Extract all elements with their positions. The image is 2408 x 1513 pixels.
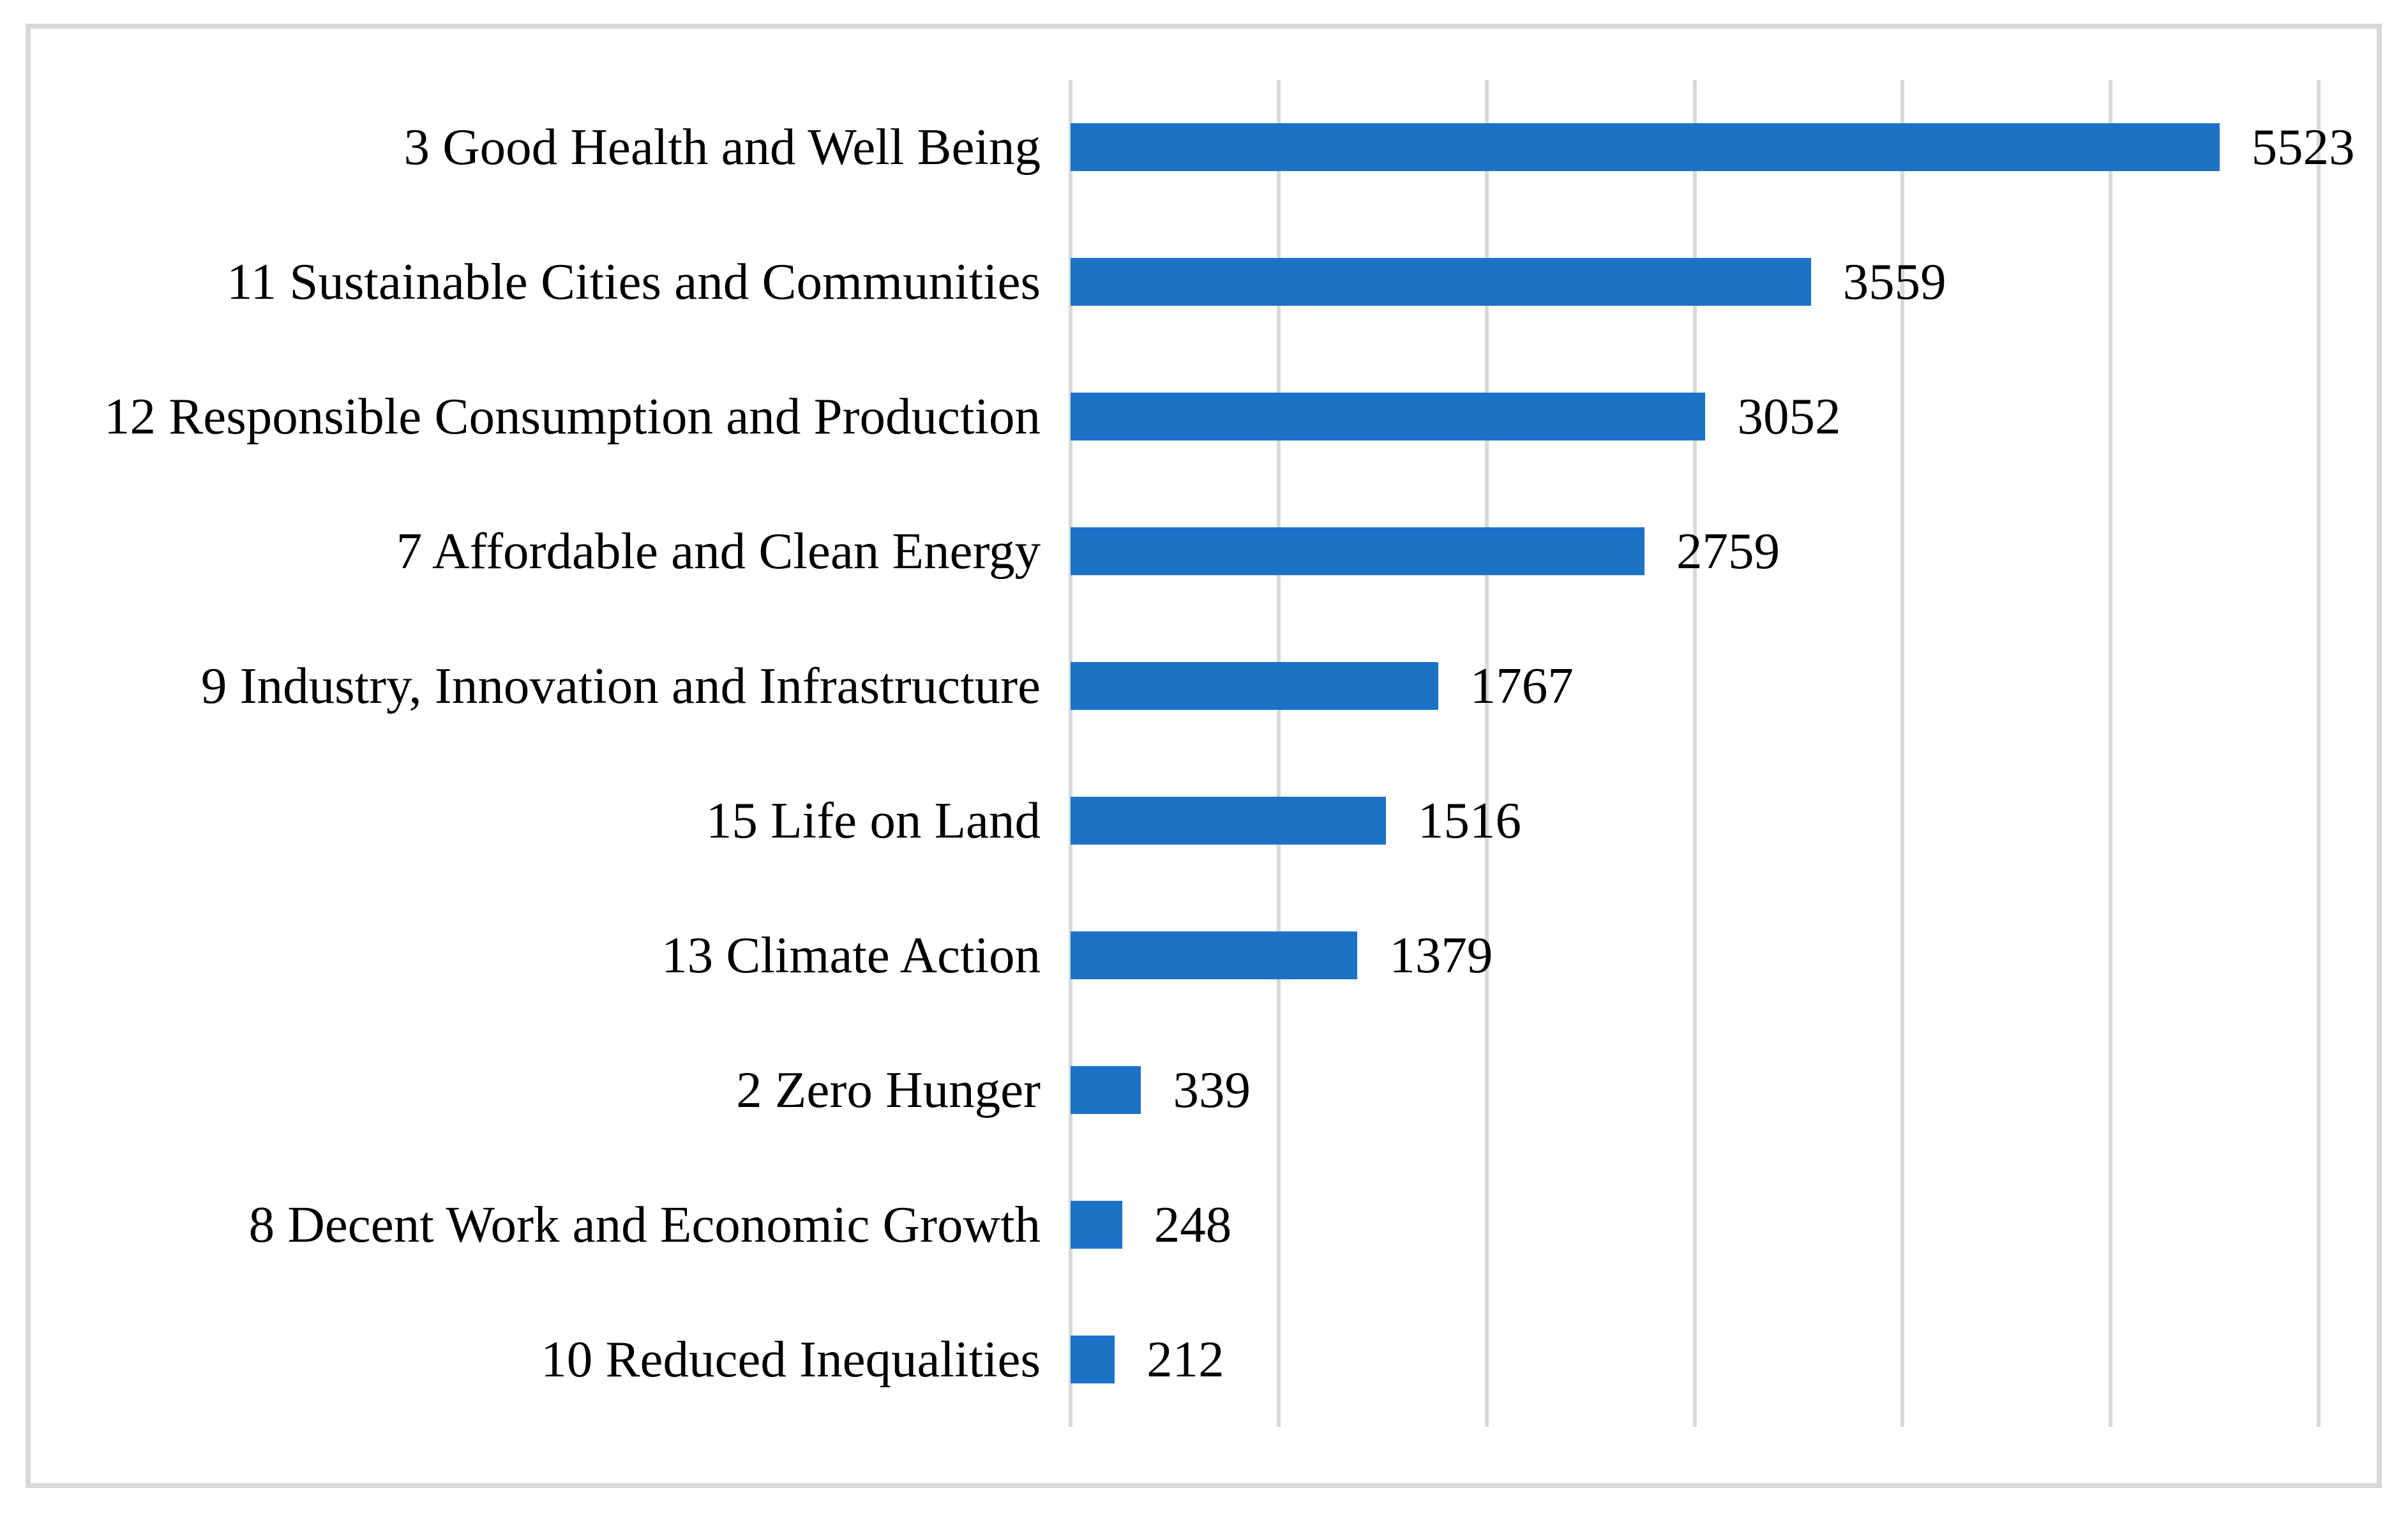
- value-bar: [1071, 662, 1438, 710]
- value-label: 1379: [1389, 926, 1493, 984]
- value-label: 2759: [1676, 522, 1780, 580]
- value-label: 3559: [1842, 253, 1946, 310]
- value-label: 5523: [2251, 118, 2355, 176]
- value-bar: [1071, 393, 1706, 440]
- category-label: 8 Decent Work and Economic Growth: [248, 1196, 1041, 1253]
- gridline: [2109, 80, 2113, 1427]
- value-bar: [1071, 797, 1386, 845]
- value-label: 339: [1173, 1061, 1251, 1118]
- bar-row: 248: [1071, 1157, 2319, 1292]
- value-bar: [1071, 1201, 1122, 1249]
- category-label: 7 Affordable and Clean Energy: [396, 522, 1041, 580]
- category-label: 11 Sustainable Cities and Communities: [227, 253, 1041, 310]
- bar-row: 3559: [1071, 215, 2319, 349]
- value-label: 1767: [1470, 657, 1574, 714]
- value-bar: [1071, 1336, 1115, 1383]
- gridline: [1276, 80, 1281, 1427]
- gridline: [1692, 80, 1697, 1427]
- bar-row: 339: [1071, 1023, 2319, 1157]
- value-bar: [1071, 258, 1811, 306]
- category-label: 2 Zero Hunger: [736, 1061, 1041, 1118]
- category-label: 13 Climate Action: [661, 926, 1041, 984]
- gridline: [1484, 80, 1489, 1427]
- bar-row: 1516: [1071, 753, 2319, 888]
- bar-row: 212: [1071, 1292, 2319, 1427]
- value-label: 1516: [1417, 792, 1521, 849]
- bar-row: 2759: [1071, 484, 2319, 619]
- category-label: 15 Life on Land: [705, 792, 1041, 849]
- value-label: 212: [1147, 1330, 1224, 1388]
- category-label: 10 Reduced Inequalities: [541, 1330, 1041, 1388]
- value-label: 248: [1154, 1196, 1232, 1253]
- value-bar: [1071, 1066, 1141, 1114]
- bar-row: 5523: [1071, 80, 2355, 215]
- category-label: 3 Good Health and Well Being: [403, 118, 1041, 176]
- value-label: 3052: [1737, 388, 1841, 445]
- gridline: [1069, 80, 1072, 1427]
- value-bar: [1071, 931, 1358, 979]
- chart-frame: 3 Good Health and Well Being 11 Sustainab…: [26, 24, 2382, 1488]
- value-bar: [1071, 123, 2220, 171]
- gridline: [1900, 80, 1905, 1427]
- category-label: 9 Industry, Innovation and Infrastructur…: [200, 657, 1041, 714]
- value-bar: [1071, 527, 1644, 575]
- bar-row: 1767: [1071, 619, 2319, 753]
- category-axis-labels: 3 Good Health and Well Being 11 Sustainab…: [36, 80, 1041, 1427]
- plot-area: 5523 3559 3052 2759 1767 1516 1379 339 248 212: [1069, 80, 2355, 1427]
- category-label: 12 Responsible Consumption and Productio…: [104, 388, 1041, 445]
- bar-row: 3052: [1071, 349, 2319, 484]
- bar-row: 1379: [1071, 888, 2319, 1023]
- gridline: [2317, 80, 2321, 1427]
